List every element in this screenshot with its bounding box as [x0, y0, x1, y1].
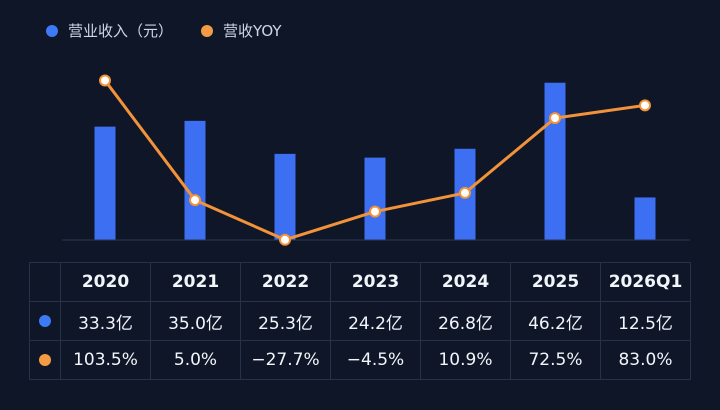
- revenue-bar-2020: [94, 126, 116, 240]
- yoy-cell: 72.5%: [510, 340, 601, 380]
- revenue-bar-2025: [544, 82, 566, 240]
- legend-item-revenue: 营业收入（元）: [46, 20, 173, 41]
- yoy-point-2023: [369, 205, 381, 218]
- revenue-bar-2022: [274, 153, 296, 240]
- revenue-cell: 46.2亿: [510, 301, 601, 341]
- revenue-cell: 24.2亿: [330, 301, 421, 341]
- yoy-point-2025: [549, 112, 561, 125]
- table-header-cell: 2020: [60, 262, 151, 302]
- revenue-cell: 12.5亿: [600, 301, 691, 341]
- yoy-cell: −4.5%: [330, 340, 421, 380]
- data-table: 2020 2021 2022 2023 2024 2025 2026Q1 33.…: [29, 262, 691, 380]
- revenue-yoy-chart: [62, 74, 690, 246]
- table-row-yoy: 103.5% 5.0% −27.7% −4.5% 10.9% 72.5% 83.…: [29, 340, 691, 380]
- yoy-point-2020: [99, 74, 111, 87]
- yoy-point-2021: [189, 194, 201, 207]
- yoy-point-2026Q1: [639, 99, 651, 112]
- revenue-cell: 26.8亿: [420, 301, 511, 341]
- yoy-cell: 83.0%: [600, 340, 691, 380]
- revenue-bar-2021: [184, 120, 206, 240]
- chart-legend: 营业收入（元） 营收YOY: [46, 20, 282, 41]
- table-header-cell: 2025: [510, 262, 601, 302]
- legend-revenue-label: 营业收入（元）: [68, 22, 174, 40]
- yoy-point-2024: [459, 186, 471, 199]
- yoy-row-marker-cell: [29, 340, 61, 380]
- revenue-cell: 33.3亿: [60, 301, 151, 341]
- revenue-row-marker: [39, 315, 51, 327]
- table-header-cell: 2023: [330, 262, 421, 302]
- table-header-cell: 2026Q1: [600, 262, 691, 302]
- yoy-cell: −27.7%: [240, 340, 331, 380]
- revenue-row-marker-cell: [29, 301, 61, 341]
- table-header-cell: 2021: [150, 262, 241, 302]
- yoy-cell: 103.5%: [60, 340, 151, 380]
- legend-yoy-marker: [201, 24, 214, 37]
- revenue-bar-2023: [364, 157, 386, 240]
- legend-revenue-marker: [46, 24, 58, 37]
- revenue-bar-2026Q1: [634, 197, 656, 240]
- table-header-cell: 2024: [420, 262, 511, 302]
- yoy-cell: 10.9%: [420, 340, 511, 380]
- yoy-point-2022: [279, 233, 291, 246]
- yoy-row-marker: [39, 354, 51, 366]
- legend-item-yoy: 营收YOY: [201, 20, 282, 41]
- table-corner-cell: [29, 262, 61, 302]
- legend-yoy-label: 营收YOY: [223, 22, 282, 40]
- revenue-cell: 25.3亿: [240, 301, 331, 341]
- yoy-cell: 5.0%: [150, 340, 241, 380]
- table-header-cell: 2022: [240, 262, 331, 302]
- table-header-row: 2020 2021 2022 2023 2024 2025 2026Q1: [29, 262, 691, 302]
- yoy-points: [99, 74, 651, 246]
- revenue-cell: 35.0亿: [150, 301, 241, 341]
- table-row-revenue: 33.3亿 35.0亿 25.3亿 24.2亿 26.8亿 46.2亿 12.5…: [29, 301, 691, 341]
